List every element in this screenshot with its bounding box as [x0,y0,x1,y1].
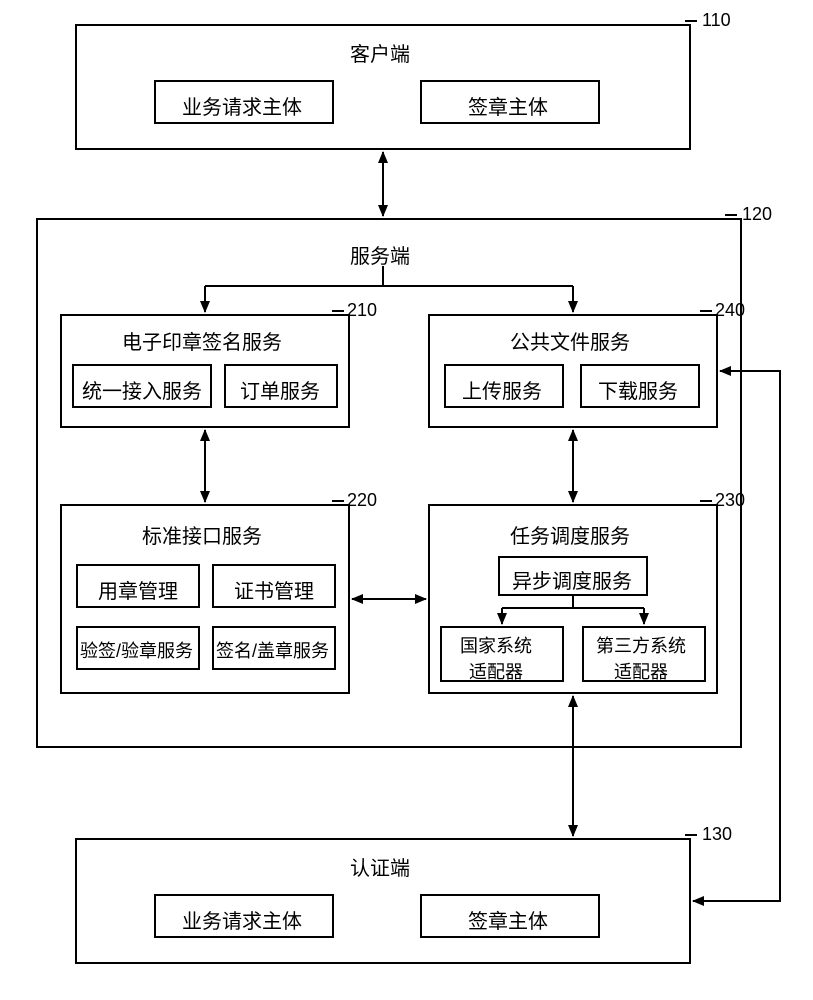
ref-tick-220 [332,500,344,502]
ref-tick-110 [685,20,697,22]
ref-tick-120 [725,214,737,216]
server-title: 服务端 [350,240,410,269]
seal-sign-title: 电子印章签名服务 [122,326,282,355]
std-iface-title: 标准接口服务 [142,520,262,549]
auth-req-subject: 业务请求主体 [182,905,302,934]
ref-tick-210 [332,310,344,312]
ref-210: 210 [347,300,377,321]
upload: 上传服务 [462,375,542,404]
thirdparty-adapter: 第三方系统 适配器 [596,632,686,684]
download: 下载服务 [598,375,678,404]
unified-access: 统一接入服务 [82,375,202,404]
ref-tick-230 [700,500,712,502]
ref-110: 110 [702,10,731,31]
auth-seal-subject: 签章主体 [468,905,548,934]
cert-mgmt: 证书管理 [234,575,314,604]
client-title: 客户端 [350,38,410,67]
ref-120: 120 [742,204,772,225]
ref-220: 220 [347,490,377,511]
async: 异步调度服务 [512,565,632,594]
client-req-subject: 业务请求主体 [182,91,302,120]
verify: 验签/验章服务 [80,637,193,663]
ref-230: 230 [715,490,745,511]
public-file-title: 公共文件服务 [510,326,630,355]
task-sched-title: 任务调度服务 [510,520,630,549]
order-service: 订单服务 [240,375,320,404]
auth-title: 认证端 [350,852,410,881]
ref-240: 240 [715,300,745,321]
ref-130: 130 [702,824,732,845]
client-seal-subject: 签章主体 [468,91,548,120]
ref-tick-130 [685,834,697,836]
national-adapter: 国家系统 适配器 [460,632,532,684]
seal-mgmt: 用章管理 [98,575,178,604]
ref-tick-240 [700,310,712,312]
sign: 签名/盖章服务 [216,637,329,663]
